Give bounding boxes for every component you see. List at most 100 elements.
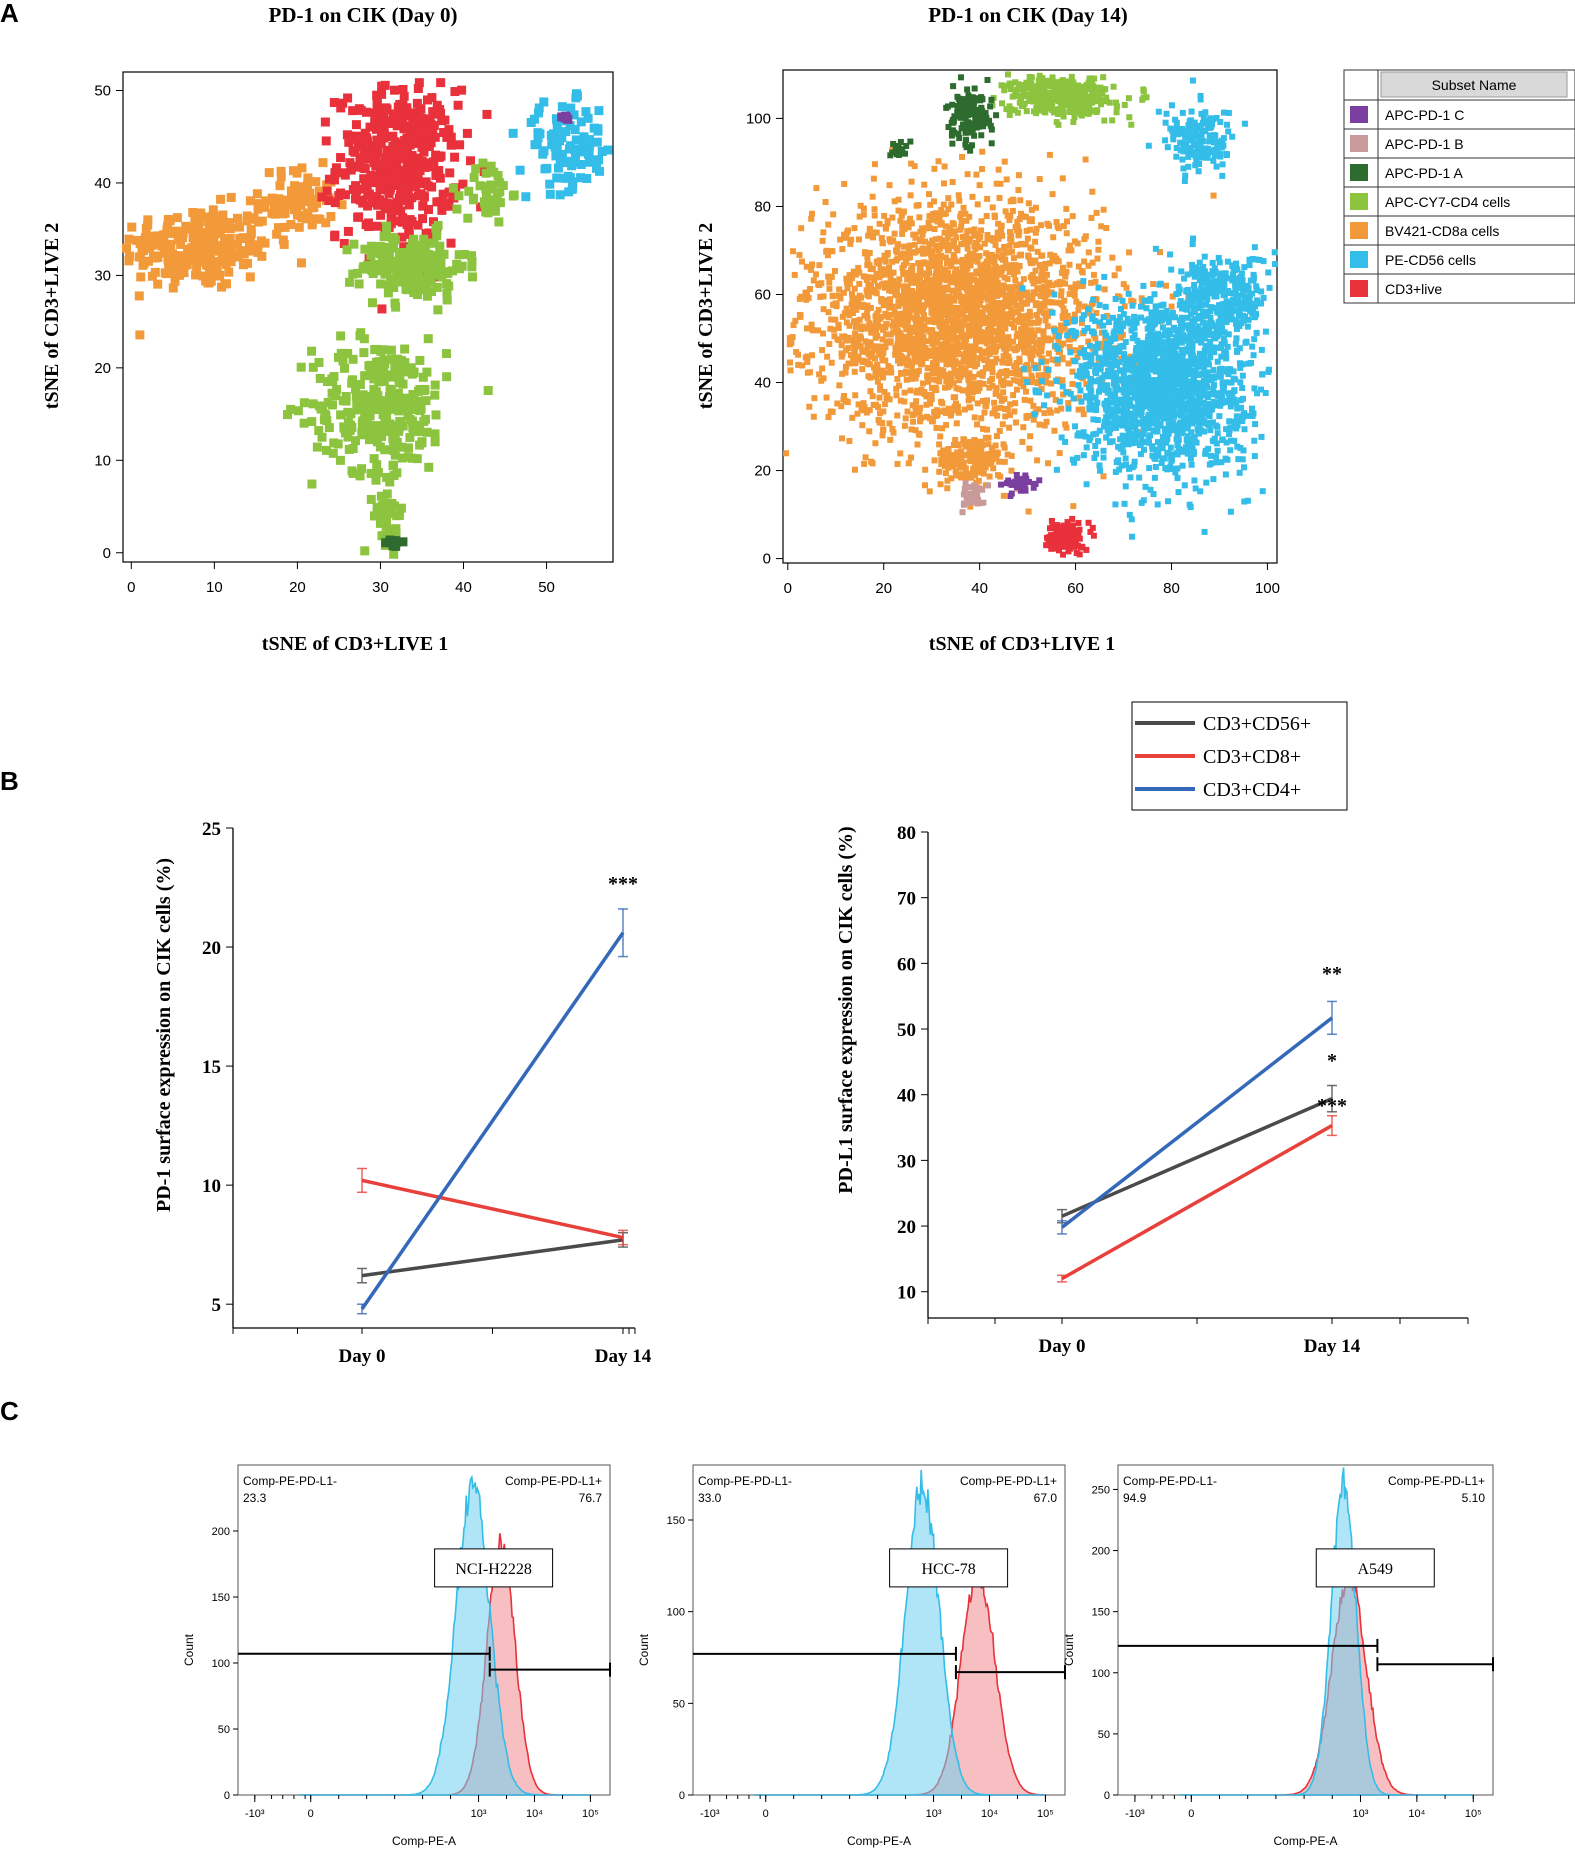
tsne-point (818, 377, 825, 384)
tsne-point (351, 384, 361, 394)
tsne-point (358, 153, 368, 163)
tsne-point (1231, 437, 1238, 444)
tsne-point (952, 358, 959, 365)
tsne-point (954, 441, 961, 448)
tsne-point (845, 345, 852, 352)
tsne-point (458, 179, 468, 189)
tsne-point (983, 250, 990, 257)
tsne-point (886, 264, 893, 271)
tsne-point (1093, 450, 1100, 457)
tsne-point (997, 404, 1004, 411)
tsne-point (576, 173, 586, 183)
tsne-point (1116, 377, 1123, 384)
tsne-point (1004, 345, 1011, 352)
tsne-point (1211, 381, 1218, 388)
tsne-point (159, 230, 169, 240)
tsne-point (915, 358, 922, 365)
tsne-point (969, 355, 976, 362)
tsne-point (915, 367, 922, 374)
tsne-point (343, 348, 353, 358)
tsne-point (906, 311, 913, 318)
tsne-point (965, 284, 972, 291)
tsne-point (996, 312, 1003, 319)
tsne-point (938, 316, 945, 323)
tsne-point (355, 471, 365, 481)
tsne-point (1034, 248, 1041, 255)
tsne-point (825, 221, 832, 228)
tsne-point (866, 428, 873, 435)
tsne-point (872, 440, 879, 447)
tsne-point (305, 188, 315, 198)
tsne-point (286, 219, 296, 229)
tsne-point (1063, 205, 1070, 212)
tsne-point (1039, 355, 1046, 362)
tsne-point (1006, 229, 1013, 236)
tsne-point (968, 451, 975, 458)
tsne-point (1066, 343, 1073, 350)
tsne-point (829, 408, 836, 415)
tsne-point (874, 258, 881, 265)
tsne-point (844, 229, 851, 236)
tsne-point (1046, 151, 1053, 158)
tsne-point (945, 464, 952, 471)
tsne-point (853, 295, 860, 302)
tsne-point (974, 201, 981, 208)
tsne-point (392, 388, 402, 398)
tsne-point (1065, 400, 1072, 407)
tsne-point (1066, 242, 1073, 249)
tsne-point (368, 423, 378, 433)
tsne-point (1024, 361, 1031, 368)
tsne-point (1091, 455, 1098, 462)
tsne-point (964, 228, 971, 235)
tsne-point (900, 270, 907, 277)
tsne-point (404, 250, 414, 260)
tsne-point (936, 245, 943, 252)
tsne-point (1033, 348, 1040, 355)
tsne-point (931, 298, 938, 305)
tsne-point (396, 255, 406, 265)
tsne-point (839, 435, 846, 442)
tsne-point (429, 258, 439, 268)
tsne-point (1007, 235, 1014, 242)
tsne-point (168, 283, 178, 293)
tsne-point (410, 272, 420, 282)
tsne-point (349, 239, 359, 249)
tsne-point (1046, 222, 1053, 229)
tsne-point (865, 373, 872, 380)
tsne-point (996, 194, 1003, 201)
tsne-point (286, 404, 296, 414)
tsne-point (508, 128, 518, 138)
tsne-point (1046, 407, 1053, 414)
tsne-point (408, 259, 418, 269)
tsne-point (1012, 277, 1019, 284)
tsne-point (376, 139, 386, 149)
tsne-point (923, 326, 930, 333)
tsne-point (945, 450, 952, 457)
tsne-point (462, 128, 472, 138)
tsne-point (1109, 406, 1116, 413)
tsne-point (1112, 468, 1119, 475)
tsne-point (856, 213, 863, 220)
tsne-point (859, 348, 866, 355)
tsne-point (878, 297, 885, 304)
tsne-point (963, 217, 970, 224)
tsne-point (974, 277, 981, 284)
tsne-point (327, 400, 337, 410)
tsne-point (1230, 368, 1237, 375)
tsne-point (956, 322, 963, 329)
tsne-point (837, 236, 844, 243)
tsne-point (912, 249, 919, 256)
tsne-point (329, 97, 339, 107)
tsne-point (1148, 377, 1155, 384)
tsne-point (597, 147, 607, 157)
tsne-point (1045, 460, 1052, 467)
tsne-point (1024, 300, 1031, 307)
tsne-point (1018, 252, 1025, 259)
tsne-point (1025, 252, 1032, 259)
tsne-point (890, 269, 897, 276)
tsne-point (521, 192, 531, 202)
tsne-point (1071, 311, 1078, 318)
tsne-point (340, 428, 350, 438)
tsne-point (942, 210, 949, 217)
tsne-point (857, 343, 864, 350)
